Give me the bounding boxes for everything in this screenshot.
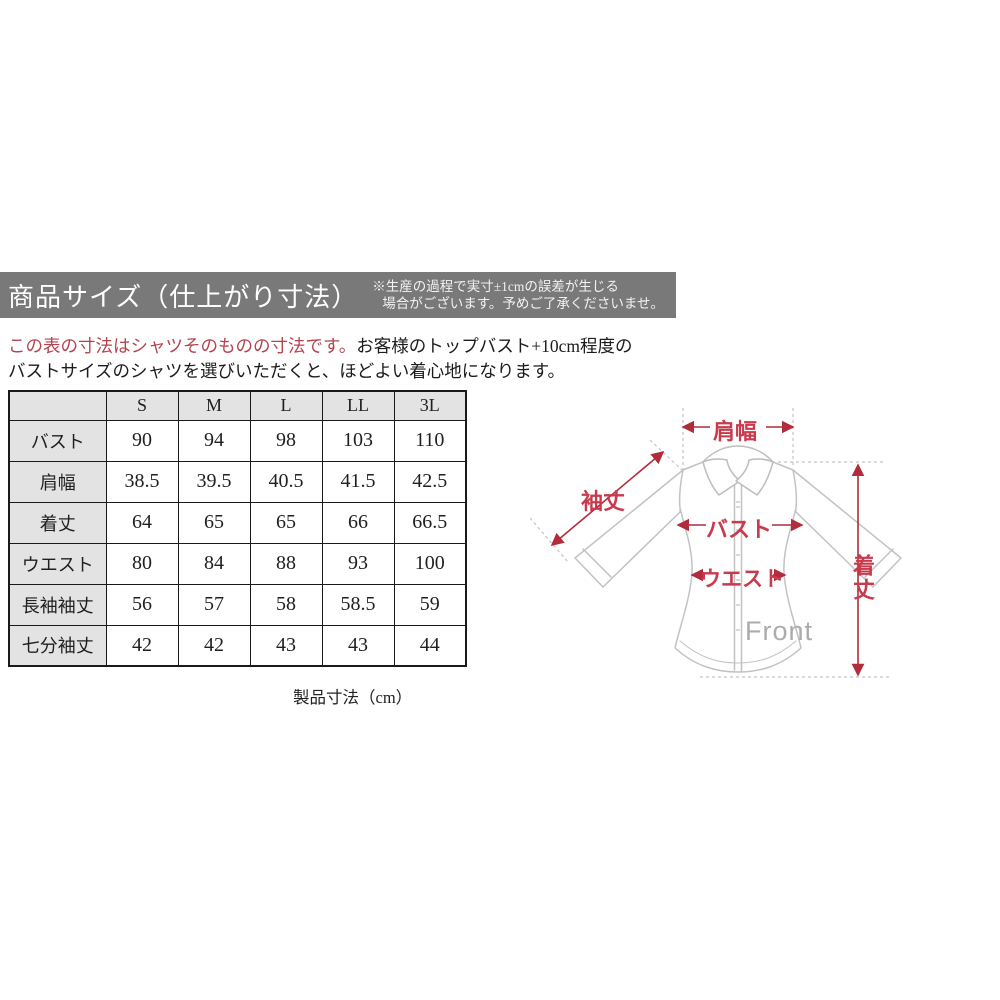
cell-tq-sleeve-l: 43 xyxy=(249,624,323,667)
shirt-measurement-diagram xyxy=(530,390,1000,700)
shirt-diagram-svg xyxy=(530,408,902,678)
col-header-m: M xyxy=(177,390,251,421)
row-label-waist: ウエスト xyxy=(8,542,107,585)
cell-long-sleeve-m: 57 xyxy=(177,583,251,626)
cell-waist-m: 84 xyxy=(177,542,251,585)
shirt-placket xyxy=(733,481,743,672)
section-title-bar: 商品サイズ（仕上がり寸法） ※生産の過程で実寸±1cmの誤差が生じる 場合がござ… xyxy=(0,272,676,318)
table-row-three-quarter-sleeve: 七分袖丈 42 42 43 43 44 xyxy=(8,624,467,667)
cell-tq-sleeve-3l: 44 xyxy=(393,624,467,667)
cell-bust-3l: 110 xyxy=(393,419,467,462)
cell-waist-s: 80 xyxy=(105,542,179,585)
row-label-length: 着丈 xyxy=(8,501,107,544)
tolerance-note-line2: 場合がございます。予めご了承くださいませ。 xyxy=(382,296,664,311)
cell-shoulder-l: 40.5 xyxy=(249,460,323,503)
bust-label: バスト xyxy=(706,517,773,542)
cell-bust-ll: 103 xyxy=(321,419,395,462)
waist-label: ウエスト xyxy=(700,568,784,591)
sleeve-length-arrow xyxy=(550,450,665,547)
shirt-collar xyxy=(702,445,774,496)
col-header-l: L xyxy=(249,390,323,421)
cell-long-sleeve-s: 56 xyxy=(105,583,179,626)
size-table-header-row: S M L LL 3L xyxy=(8,390,467,421)
front-label: Front xyxy=(745,616,814,646)
shirt-right-cuff-line xyxy=(864,548,894,578)
guide-sleeve-top xyxy=(649,439,684,472)
intro-paragraph: この表の寸法はシャツそのものの寸法です。お客様のトップバスト+10cm程度の バ… xyxy=(8,334,658,384)
cell-shoulder-3l: 42.5 xyxy=(393,460,467,503)
cell-waist-ll: 93 xyxy=(321,542,395,585)
shirt-left-cuff-line xyxy=(582,548,612,578)
page-title: 商品サイズ（仕上がり寸法） xyxy=(8,282,359,312)
col-header-s: S xyxy=(105,390,179,421)
shirt-buttons xyxy=(735,501,741,631)
cell-length-s: 64 xyxy=(105,501,179,544)
row-label-long-sleeve: 長袖袖丈 xyxy=(8,583,107,626)
row-label-bust: バスト xyxy=(8,419,107,462)
table-row-length: 着丈 64 65 65 66 66.5 xyxy=(8,501,467,544)
cell-length-3l: 66.5 xyxy=(393,501,467,544)
cell-bust-l: 98 xyxy=(249,419,323,462)
intro-rest-line1: お客様のトップバスト+10cm程度の xyxy=(356,336,633,356)
row-label-three-quarter-sleeve: 七分袖丈 xyxy=(8,624,107,667)
col-header-3l: 3L xyxy=(393,390,467,421)
table-row-waist: ウエスト 80 84 88 93 100 xyxy=(8,542,467,585)
cell-tq-sleeve-s: 42 xyxy=(105,624,179,667)
table-row-shoulder: 肩幅 38.5 39.5 40.5 41.5 42.5 xyxy=(8,460,467,503)
cell-bust-s: 90 xyxy=(105,419,179,462)
sleeve-length-label: 袖丈 xyxy=(581,489,626,514)
cell-waist-3l: 100 xyxy=(393,542,467,585)
cell-long-sleeve-ll: 58.5 xyxy=(321,583,395,626)
corner-cell xyxy=(8,390,107,421)
measurement-arrows xyxy=(550,420,865,677)
guide-lines xyxy=(530,408,890,678)
cell-shoulder-s: 38.5 xyxy=(105,460,179,503)
size-table: S M L LL 3L バスト 90 94 98 103 110 肩幅 38.5… xyxy=(8,390,467,667)
table-row-long-sleeve: 長袖袖丈 56 57 58 58.5 59 xyxy=(8,583,467,626)
shoulder-width-label: 肩幅 xyxy=(713,419,758,444)
cell-tq-sleeve-ll: 43 xyxy=(321,624,395,667)
tolerance-note-line1: ※生産の過程で実寸±1cmの誤差が生じる xyxy=(372,279,619,294)
cell-long-sleeve-l: 58 xyxy=(249,583,323,626)
shirt-hem-stitch xyxy=(679,640,797,664)
col-header-ll: LL xyxy=(321,390,395,421)
cell-shoulder-ll: 41.5 xyxy=(321,460,395,503)
cell-long-sleeve-3l: 59 xyxy=(393,583,467,626)
cell-length-ll: 66 xyxy=(321,501,395,544)
row-label-shoulder: 肩幅 xyxy=(8,460,107,503)
table-row-bust: バスト 90 94 98 103 110 xyxy=(8,419,467,462)
unit-note: 製品寸法（cm） xyxy=(293,688,413,707)
garment-length-label: 着丈 xyxy=(850,554,875,602)
intro-line2: バストサイズのシャツを選びいただくと、ほどよい着心地になります。 xyxy=(8,361,566,381)
cell-length-l: 65 xyxy=(249,501,323,544)
cell-tq-sleeve-m: 42 xyxy=(177,624,251,667)
cell-waist-l: 88 xyxy=(249,542,323,585)
cell-length-m: 65 xyxy=(177,501,251,544)
tolerance-note: ※生産の過程で実寸±1cmの誤差が生じる 場合がございます。予めご了承くださいま… xyxy=(372,278,664,312)
cell-shoulder-m: 39.5 xyxy=(177,460,251,503)
guide-sleeve-bottom xyxy=(530,517,569,563)
cell-bust-m: 94 xyxy=(177,419,251,462)
intro-highlight: この表の寸法はシャツそのものの寸法です。 xyxy=(8,336,357,356)
